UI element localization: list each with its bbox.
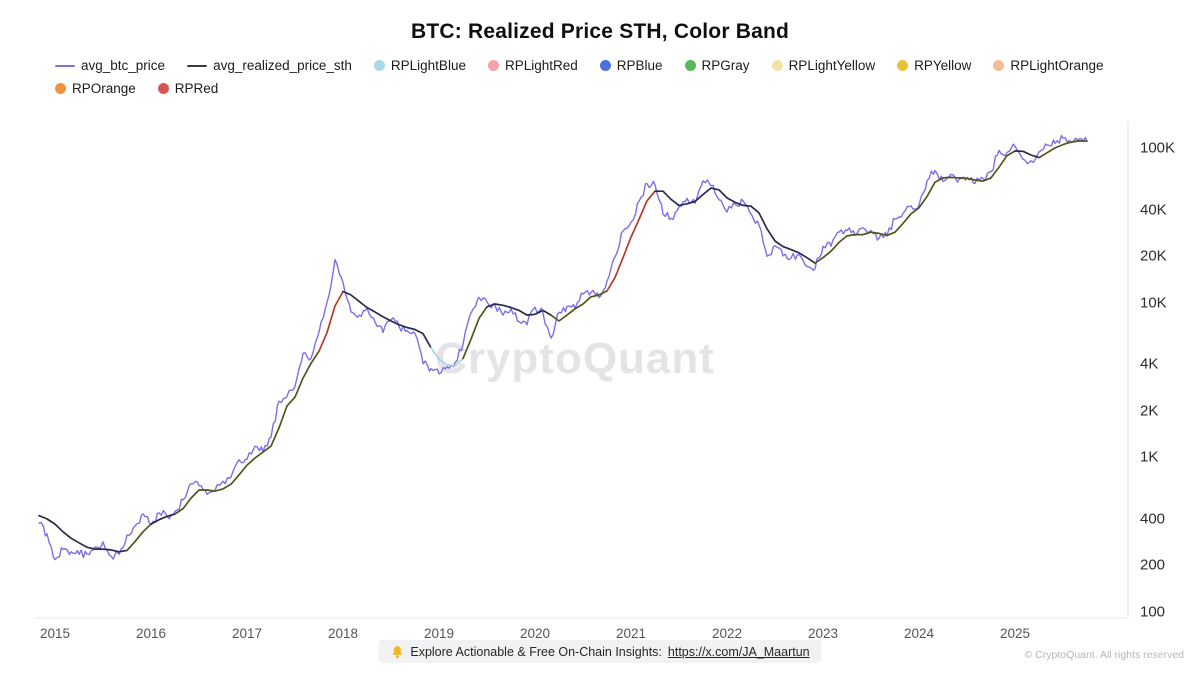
x-tick-label: 2016 [135, 626, 167, 641]
footer-banner: Explore Actionable & Free On-Chain Insig… [378, 640, 822, 663]
legend-item-label: avg_realized_price_sth [213, 58, 352, 73]
realized-price-line-segment [486, 303, 552, 316]
legend-item-rplightorange[interactable]: RPLightOrange [993, 57, 1103, 74]
legend-item-rpyellow[interactable]: RPYellow [897, 57, 971, 74]
y-tick-label: 400 [1140, 510, 1166, 528]
legend-dot-marker [599, 60, 611, 71]
realized-price-line-segment [814, 150, 1016, 264]
legend-dot-marker [487, 60, 499, 71]
chart-title: BTC: Realized Price STH, Color Band [410, 20, 790, 43]
realized-price-line-segment [606, 190, 656, 292]
x-tick-label: 2018 [327, 626, 359, 641]
realized-price-line-segment [462, 305, 488, 360]
legend-dot-marker [157, 83, 169, 94]
y-tick-label: 100 [1140, 603, 1166, 621]
legend-item-rplightred[interactable]: RPLightRed [487, 57, 578, 74]
x-tick-label: 2022 [711, 626, 743, 641]
legend-dot-marker [771, 60, 783, 71]
legend-item-label: RPGray [701, 58, 750, 73]
copyright-text: © CryptoQuant. All rights reserved [1024, 649, 1184, 661]
realized-price-line-segment [1014, 150, 1040, 159]
legend-item-rplightblue[interactable]: RPLightBlue [373, 57, 466, 74]
realized-price-line-segment [342, 290, 432, 349]
legend-item-label: avg_btc_price [81, 58, 166, 73]
y-tick-label: 4K [1140, 355, 1159, 373]
legend-item-rpblue[interactable]: RPBlue [599, 57, 663, 74]
bell-icon [392, 645, 403, 658]
legend-item-label: RPBlue [616, 58, 663, 73]
legend-dot-marker [55, 83, 66, 94]
x-tick-label: 2021 [615, 626, 647, 641]
y-tick-label: 100K [1140, 139, 1176, 157]
realized-price-line-segment [38, 514, 128, 553]
legend-item-label: RPYellow [914, 58, 972, 73]
y-tick-label: 40K [1140, 201, 1167, 218]
legend-item-label: RPLightOrange [1010, 58, 1104, 73]
realized-price-line-segment [318, 290, 344, 353]
y-tick-label: 200 [1140, 556, 1166, 574]
x-tick-label: 2020 [519, 626, 551, 641]
legend-item-avg-realized-price-sth[interactable]: avg_realized_price_sth [187, 57, 352, 74]
realized-price-line-segment [654, 187, 816, 264]
y-tick-label: 20K [1140, 247, 1167, 265]
legend-item-avg-btc-price[interactable]: avg_btc_price [55, 57, 165, 74]
realized-price-line-segment [550, 290, 608, 322]
realized-price-line-segment [1038, 140, 1088, 159]
footer-link[interactable]: https://x.com/JA_Maartun [667, 644, 810, 659]
realized-price-line-segment [430, 346, 464, 367]
x-tick-label: 2017 [231, 626, 263, 641]
btc-price-line [38, 134, 1088, 561]
realized-price-line-segment [150, 513, 176, 525]
legend-item-label: RPLightYellow [788, 58, 876, 73]
x-tick-label: 2025 [999, 626, 1031, 641]
legend-dot-marker [897, 60, 909, 71]
y-tick-label: 1K [1140, 448, 1159, 466]
realized-price-line-segment [126, 523, 152, 552]
y-tick-label: 2K [1140, 402, 1159, 420]
x-tick-label: 2015 [39, 626, 71, 641]
x-tick-label: 2019 [423, 626, 455, 641]
legend-line-marker [187, 64, 208, 67]
legend-item-rpred[interactable]: RPRed [157, 80, 219, 97]
footer-text: Explore Actionable & Free On-Chain Insig… [410, 644, 662, 659]
legend-dot-marker [373, 60, 385, 71]
legend-item-label: RPRed [174, 81, 219, 96]
legend-item-label: RPLightBlue [390, 58, 466, 73]
chart-legend: avg_btc_price avg_realized_price_sth RPLig… [55, 57, 1165, 97]
legend-dot-marker [684, 60, 696, 71]
x-tick-label: 2023 [807, 626, 839, 641]
legend-item-label: RPLightRed [504, 58, 578, 73]
legend-dot-marker [993, 60, 1005, 71]
legend-item-rporange[interactable]: RPOrange [55, 80, 136, 97]
x-tick-label: 2024 [903, 626, 935, 641]
realized-price-line-segment [174, 350, 320, 515]
legend-item-rpgray[interactable]: RPGray [684, 57, 750, 74]
cryptoquant-watermark: CryptoQuant [435, 334, 715, 383]
y-tick-label: 10K [1140, 294, 1167, 312]
legend-line-marker [55, 64, 75, 67]
legend-item-label: RPOrange [72, 81, 136, 96]
legend-item-rplightyellow[interactable]: RPLightYellow [771, 57, 876, 74]
